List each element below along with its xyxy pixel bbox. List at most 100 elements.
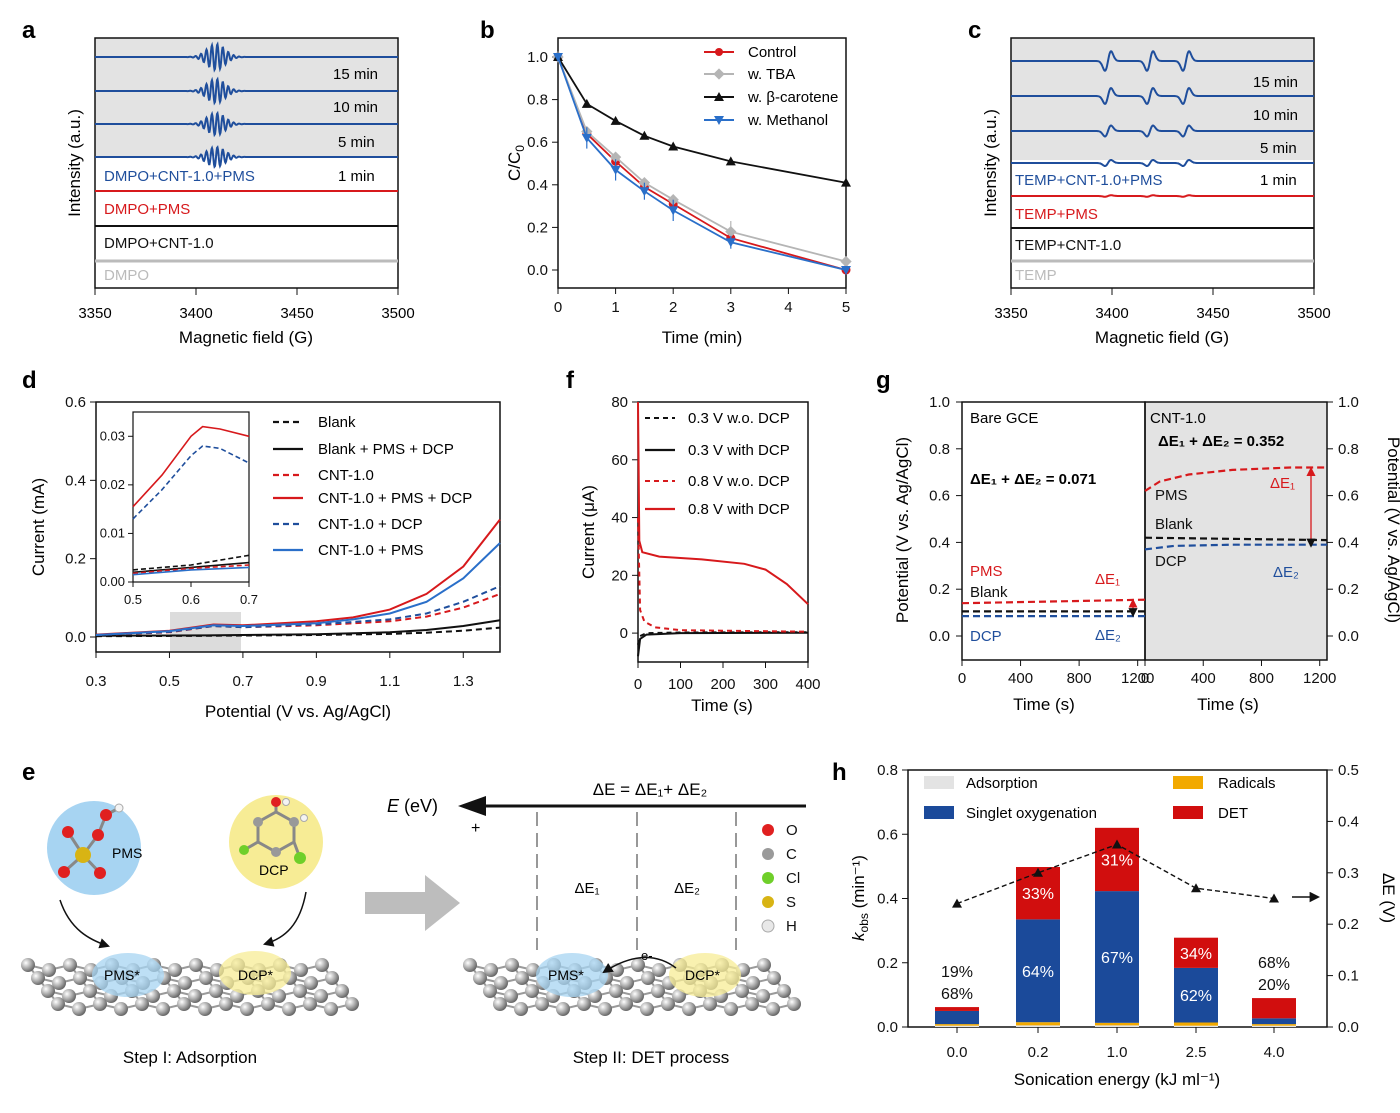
energy-plus-sign: + <box>471 820 480 837</box>
atom-legend: OC Cl SH <box>761 822 800 935</box>
legend-label: 0.8 V with DCP <box>688 501 790 518</box>
data-point <box>581 133 592 143</box>
carbon-atom <box>630 989 644 1003</box>
sample-label: TEMP+CNT-1.0+PMS <box>1015 172 1163 189</box>
adsorption-arrow <box>59 899 110 949</box>
carbon-atom <box>304 976 318 990</box>
carbon-atom <box>177 997 191 1011</box>
carbon-atom <box>167 984 181 998</box>
carbon-atom <box>724 1002 738 1016</box>
x-tick-label: 300 <box>753 676 778 693</box>
step-2-caption: Step II: DET process <box>573 1048 730 1067</box>
y-axis-title-right: ΔE (V) <box>1379 873 1398 923</box>
panel-g-right-frame <box>1144 401 1328 661</box>
carbon-atom <box>178 976 192 990</box>
y-tick-label: 1.0 <box>527 49 548 66</box>
atom-legend-label: H <box>786 918 797 935</box>
data-point <box>840 255 852 268</box>
panel-c-traces <box>1011 50 1314 263</box>
y-tick-label-right: 0.6 <box>1338 488 1359 505</box>
carbon-atom <box>335 984 349 998</box>
x-tick-label: 1200 <box>1303 670 1336 687</box>
pms-label: PMS <box>112 845 142 861</box>
panel-letter-e: e <box>22 759 35 786</box>
atom-legend-swatch <box>761 919 775 933</box>
y-tick-label: 0.6 <box>877 826 898 843</box>
x-tick-label: 1.0 <box>1107 1044 1128 1061</box>
series-line-4 <box>95 585 501 636</box>
legend-marker <box>713 68 725 80</box>
carbon-atom <box>556 1002 570 1016</box>
panel-c-shade <box>1011 38 1314 160</box>
panel-letter-c: c <box>968 17 981 44</box>
epr-trace-15min <box>1011 50 1314 72</box>
inset-plot: 0.5 0.6 0.7 0.00 0.01 0.02 0.03 <box>100 425 258 607</box>
energy-axis-arrowhead <box>458 796 486 816</box>
x-tick-label: 1.1 <box>379 673 400 690</box>
bar-segment-det <box>935 1007 979 1011</box>
sample-label: DMPO <box>104 267 149 284</box>
carbon-atom <box>640 1002 654 1016</box>
inset-x-tick-label: 0.5 <box>124 592 142 607</box>
carbon-atom <box>303 997 317 1011</box>
carbon-atom <box>787 997 801 1011</box>
legend-label: CNT-1.0 <box>318 467 374 484</box>
series-label-dcp: DCP <box>1155 553 1187 570</box>
carbon-atom <box>41 984 55 998</box>
bar-segment-radicals <box>935 1024 979 1026</box>
series-label-blank: Blank <box>970 584 1008 601</box>
carbon-atom <box>631 958 645 972</box>
carbon-atom <box>682 1002 696 1016</box>
data-point <box>725 226 737 238</box>
epr-trace-15min <box>95 41 398 73</box>
y-tick-label-right: 0.4 <box>1338 813 1359 830</box>
series-line-1 <box>637 631 809 657</box>
carbon-atom <box>619 997 633 1011</box>
delta-e-point <box>1033 867 1043 877</box>
delta-e-point <box>1269 893 1279 903</box>
pms-star-label: PMS* <box>104 967 140 983</box>
legend-label: Blank + PMS + DCP <box>318 441 454 458</box>
epr-trace-10min <box>95 76 398 106</box>
x-axis-title: Potential (V vs. Ag/AgCl) <box>205 702 391 721</box>
x-tick-label: 0.9 <box>306 673 327 690</box>
trace-label: 15 min <box>1253 74 1298 91</box>
trace-label: 1 min <box>1260 172 1297 189</box>
carbon-atom <box>114 1002 128 1016</box>
x-tick-label: 200 <box>710 676 735 693</box>
y-tick-label: 0.8 <box>877 762 898 779</box>
bar-segment-singlet-oxygenation <box>1252 1018 1296 1025</box>
x-tick-label: 3400 <box>1095 305 1128 322</box>
carbon-atom <box>189 958 203 972</box>
trace-label: 10 min <box>1253 107 1298 124</box>
x-tick-label: 3400 <box>179 305 212 322</box>
dcp-star-label: DCP* <box>685 967 721 983</box>
legend-label: 0.3 V with DCP <box>688 442 790 459</box>
data-point <box>581 98 592 108</box>
panel-a: a 15 min 10 min 5 min 1 min DMPO+CNT-1.0… <box>22 17 415 347</box>
atom-legend-swatch <box>762 848 774 860</box>
y-tick-label: 0.2 <box>929 581 950 598</box>
carbon-atom <box>515 971 529 985</box>
step-1-caption: Step I: Adsorption <box>123 1048 257 1067</box>
panel-c-xaxis: 3350 3400 3450 3500 Magnetic field (G) I… <box>981 109 1331 347</box>
bar-pct-label: 20% <box>1258 977 1290 994</box>
panel-a-frame <box>94 37 399 289</box>
carbon-atom <box>325 971 339 985</box>
epr-trace-5min <box>1011 124 1314 138</box>
legend-label: 0.8 V w.o. DCP <box>688 473 790 490</box>
carbon-atom <box>766 1002 780 1016</box>
inset-series-line-3 <box>132 425 250 508</box>
carbon-atom <box>493 997 507 1011</box>
dcp-star-label: DCP* <box>238 967 274 983</box>
process-arrow <box>365 875 460 931</box>
pms-bubble <box>47 801 141 895</box>
panel-h-axes: 0.0 0.2 0.4 0.6 0.8 0.0 0.1 0.2 0.3 0.4 0.5 0.0 0.2 1… <box>877 762 1359 1061</box>
panel-h-legend: Adsorption Radicals Singlet oxygenation … <box>924 775 1276 822</box>
panel-d-axes: 0.3 0.5 0.7 0.9 1.1 1.3 0.0 0.2 0.4 0.6 <box>65 394 474 690</box>
bar-pct-label: 62% <box>1180 988 1212 1005</box>
carbon-atom <box>156 1002 170 1016</box>
carbon-atom <box>345 997 359 1011</box>
x-tick-label: 1.3 <box>453 673 474 690</box>
y-tick-label-right: 0.1 <box>1338 968 1359 985</box>
